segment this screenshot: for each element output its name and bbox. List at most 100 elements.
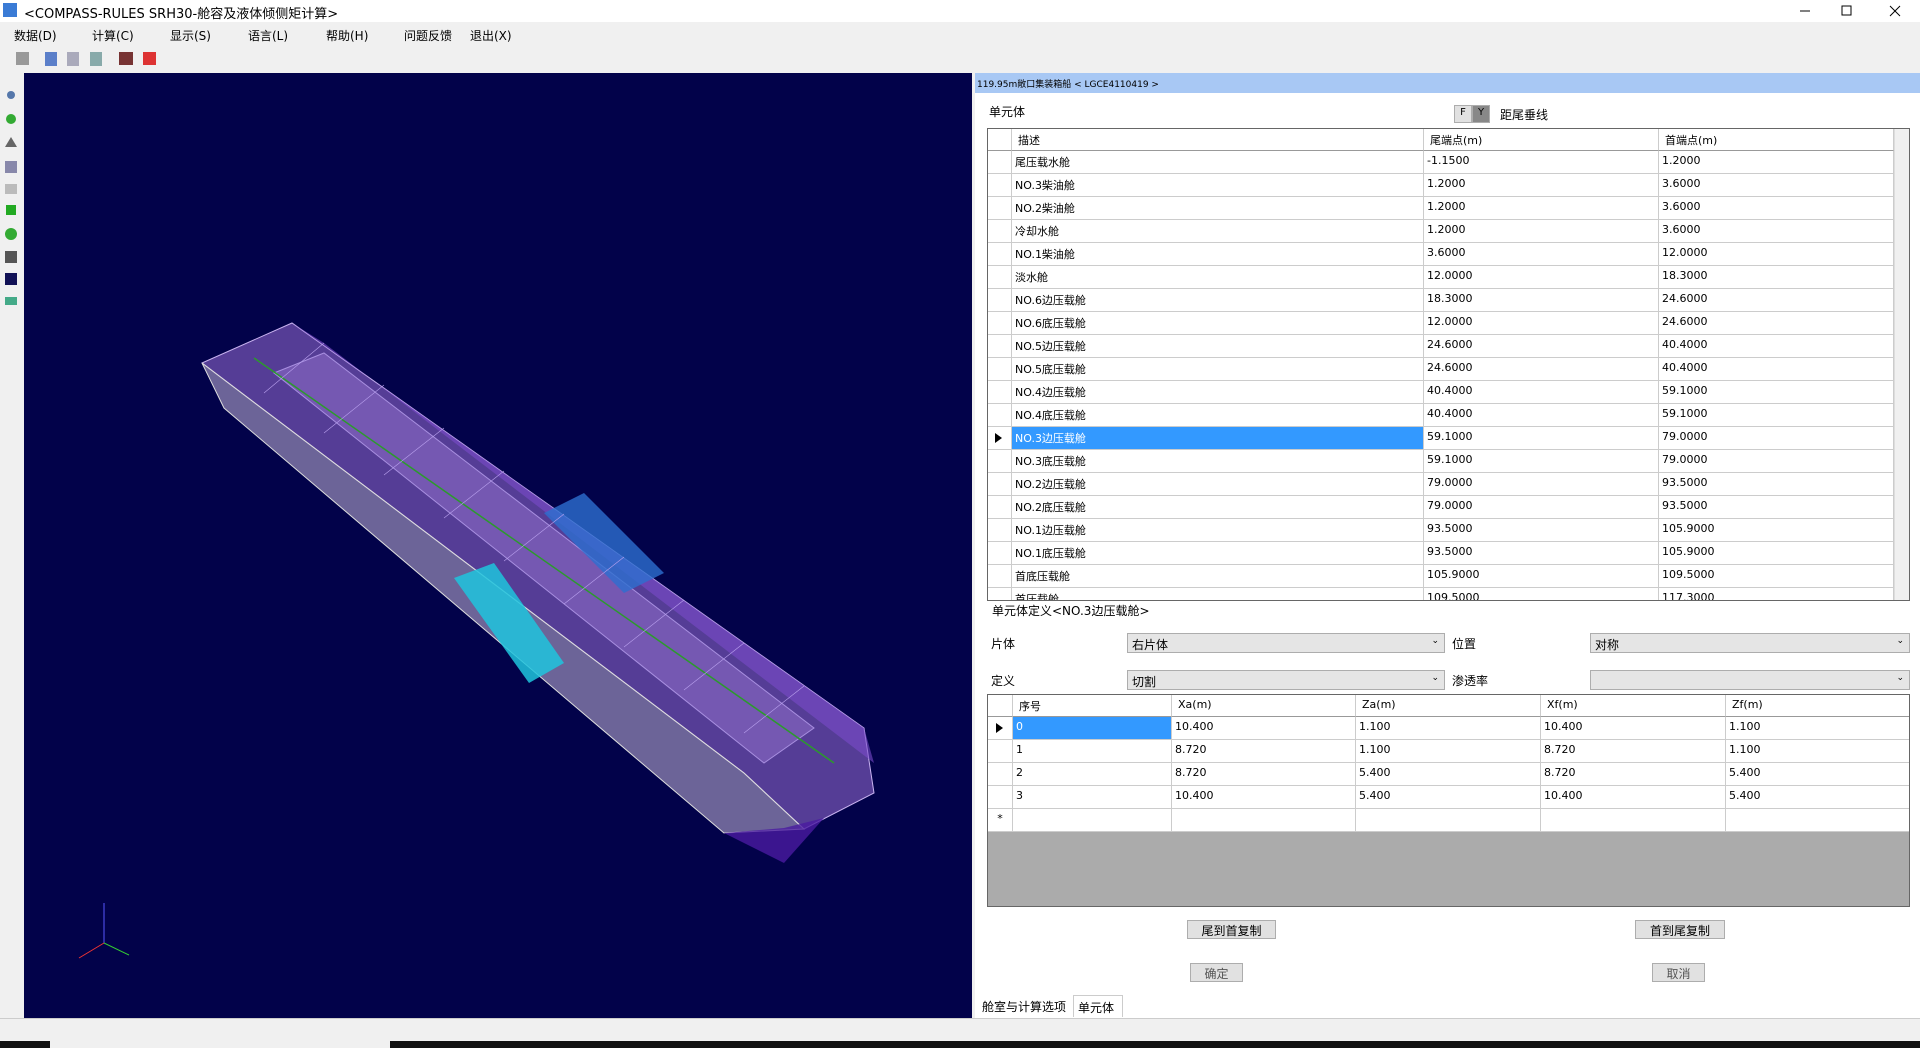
table-cell[interactable]: NO.2边压载舱 bbox=[1012, 473, 1424, 496]
table-cell[interactable]: 1.100 bbox=[1726, 717, 1909, 740]
row-header[interactable] bbox=[988, 450, 1012, 473]
table-cell[interactable]: 5.400 bbox=[1726, 763, 1909, 786]
table-cell[interactable]: 40.4000 bbox=[1659, 358, 1894, 381]
table-cell[interactable]: 3.6000 bbox=[1659, 197, 1894, 220]
table-cell[interactable]: 18.3000 bbox=[1659, 266, 1894, 289]
table-cell[interactable] bbox=[1541, 809, 1726, 832]
table-cell[interactable]: NO.4底压载舱 bbox=[1012, 404, 1424, 427]
dropdown-arrow[interactable]: ⌄ bbox=[1431, 673, 1439, 683]
table-cell[interactable]: NO.3柴油舱 bbox=[1012, 174, 1424, 197]
row-header[interactable] bbox=[988, 565, 1012, 588]
table-cell[interactable] bbox=[1013, 809, 1172, 832]
row-header[interactable] bbox=[988, 381, 1012, 404]
row-header[interactable] bbox=[988, 588, 1012, 600]
column-header[interactable]: Xf(m) bbox=[1541, 695, 1726, 717]
table-cell[interactable]: 3.6000 bbox=[1659, 220, 1894, 243]
combo-box[interactable]: 对称 ⌄ bbox=[1590, 633, 1910, 653]
table-cell[interactable]: 24.6000 bbox=[1424, 335, 1659, 358]
table-cell[interactable]: 2 bbox=[1013, 763, 1172, 786]
table-cell[interactable]: 40.4000 bbox=[1659, 335, 1894, 358]
table-cell[interactable]: 109.5000 bbox=[1659, 565, 1894, 588]
table-cell[interactable]: 93.5000 bbox=[1659, 496, 1894, 519]
tab[interactable]: 舱室与计算选项 bbox=[982, 1000, 1067, 1014]
table-cell[interactable]: 93.5000 bbox=[1659, 473, 1894, 496]
row-header[interactable] bbox=[988, 151, 1012, 174]
row-header[interactable] bbox=[988, 496, 1012, 519]
row-header[interactable] bbox=[988, 197, 1012, 220]
dropdown-arrow[interactable]: ⌄ bbox=[1896, 673, 1904, 683]
table-cell[interactable]: 首压载舱 bbox=[1012, 588, 1424, 600]
table-cell[interactable]: 10.400 bbox=[1172, 717, 1356, 740]
toggle-button[interactable]: F bbox=[1454, 105, 1472, 123]
column-header[interactable]: Zf(m) bbox=[1726, 695, 1909, 717]
table-cell[interactable]: 59.1000 bbox=[1424, 450, 1659, 473]
table-cell[interactable]: 79.0000 bbox=[1424, 473, 1659, 496]
menu-item[interactable]: 退出(X) bbox=[470, 29, 512, 43]
table-cell[interactable]: NO.5边压载舱 bbox=[1012, 335, 1424, 358]
table-cell[interactable]: NO.2底压载舱 bbox=[1012, 496, 1424, 519]
table-cell[interactable]: NO.5底压载舱 bbox=[1012, 358, 1424, 381]
table-cell[interactable]: 尾压载水舱 bbox=[1012, 151, 1424, 174]
table-cell[interactable]: NO.1柴油舱 bbox=[1012, 243, 1424, 266]
table-cell[interactable]: 40.4000 bbox=[1424, 404, 1659, 427]
row-header[interactable] bbox=[988, 786, 1013, 809]
combo-box[interactable]: 右片体 ⌄ bbox=[1127, 633, 1445, 653]
table-cell[interactable]: NO.6底压载舱 bbox=[1012, 312, 1424, 335]
row-header[interactable] bbox=[988, 473, 1012, 496]
combo-box[interactable]: ⌄ bbox=[1590, 670, 1910, 690]
3d-view[interactable] bbox=[24, 73, 972, 1018]
menu-item[interactable]: 帮助(H) bbox=[326, 29, 369, 43]
table-cell[interactable]: 5.400 bbox=[1356, 763, 1541, 786]
table-cell[interactable]: 0 bbox=[1013, 717, 1172, 740]
table-cell[interactable]: 59.1000 bbox=[1659, 404, 1894, 427]
table-cell[interactable]: NO.3底压载舱 bbox=[1012, 450, 1424, 473]
column-header[interactable]: 描述 bbox=[1012, 129, 1424, 151]
menu-item[interactable]: 数据(D) bbox=[14, 29, 57, 43]
table-cell[interactable]: 12.0000 bbox=[1659, 243, 1894, 266]
table-cell[interactable]: 1.100 bbox=[1726, 740, 1909, 763]
table-cell[interactable]: 79.0000 bbox=[1659, 450, 1894, 473]
table-cell[interactable]: 59.1000 bbox=[1424, 427, 1659, 450]
table-cell[interactable]: 1.2000 bbox=[1424, 174, 1659, 197]
row-header[interactable] bbox=[988, 427, 1012, 450]
dropdown-arrow[interactable]: ⌄ bbox=[1431, 636, 1439, 646]
copy-button[interactable]: 首到尾复制 bbox=[1635, 920, 1725, 939]
column-header[interactable]: 尾端点(m) bbox=[1424, 129, 1659, 151]
menu-item[interactable]: 计算(C) bbox=[92, 29, 134, 43]
menu-item[interactable]: 问题反馈 bbox=[404, 29, 453, 43]
table-cell[interactable]: 1.100 bbox=[1356, 740, 1541, 763]
table-cell[interactable] bbox=[1172, 809, 1356, 832]
row-header[interactable] bbox=[988, 174, 1012, 197]
table-cell[interactable]: 24.6000 bbox=[1424, 358, 1659, 381]
table-cell[interactable]: 冷却水舱 bbox=[1012, 220, 1424, 243]
row-header[interactable] bbox=[988, 220, 1012, 243]
table-cell[interactable]: 109.5000 bbox=[1424, 588, 1659, 600]
table-cell[interactable]: 3.6000 bbox=[1424, 243, 1659, 266]
column-header[interactable]: 首端点(m) bbox=[1659, 129, 1894, 151]
table-cell[interactable]: 3.6000 bbox=[1659, 174, 1894, 197]
table-cell[interactable]: 40.4000 bbox=[1424, 381, 1659, 404]
table-cell[interactable]: 12.0000 bbox=[1424, 312, 1659, 335]
row-header[interactable]: * bbox=[988, 809, 1013, 832]
table-cell[interactable]: 10.400 bbox=[1541, 786, 1726, 809]
copy-button[interactable]: 尾到首复制 bbox=[1187, 920, 1276, 939]
dropdown-arrow[interactable]: ⌄ bbox=[1896, 636, 1904, 646]
row-header[interactable] bbox=[988, 289, 1012, 312]
row-header[interactable] bbox=[988, 243, 1012, 266]
table-cell[interactable]: 105.9000 bbox=[1659, 519, 1894, 542]
table-cell[interactable]: 1.2000 bbox=[1659, 151, 1894, 174]
table-cell[interactable] bbox=[1356, 809, 1541, 832]
table-cell[interactable]: 首底压载舱 bbox=[1012, 565, 1424, 588]
table-cell[interactable]: 1 bbox=[1013, 740, 1172, 763]
action-button[interactable]: 取消 bbox=[1652, 963, 1705, 982]
menu-item[interactable]: 语言(L) bbox=[248, 29, 289, 43]
table-cell[interactable]: 93.5000 bbox=[1424, 542, 1659, 565]
table-cell[interactable]: 1.100 bbox=[1356, 717, 1541, 740]
table-cell[interactable]: 8.720 bbox=[1172, 740, 1356, 763]
row-header[interactable] bbox=[988, 312, 1012, 335]
column-header[interactable]: Za(m) bbox=[1356, 695, 1541, 717]
table-cell[interactable]: 105.9000 bbox=[1424, 565, 1659, 588]
table-cell[interactable]: -1.1500 bbox=[1424, 151, 1659, 174]
menu-item[interactable]: 显示(S) bbox=[170, 29, 211, 43]
row-header[interactable] bbox=[988, 542, 1012, 565]
